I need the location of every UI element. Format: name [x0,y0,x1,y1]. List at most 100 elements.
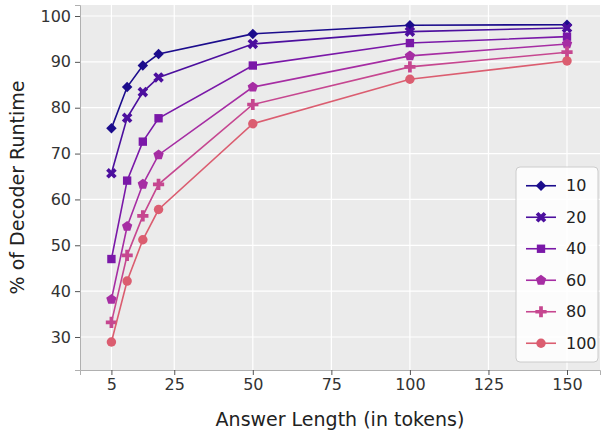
point [138,235,147,244]
series-line [111,61,567,342]
tick: 5 [107,370,117,394]
grid-line-y [80,107,600,108]
tick: 60 [51,190,80,209]
y-axis-title: % of Decoder Runtime [6,81,28,295]
legend-label: 20 [566,208,586,227]
plot-background [80,5,600,370]
tick-mark [567,370,568,375]
tick-label: 90 [51,52,71,71]
legend-entry: 80 [526,302,586,321]
series-line [111,44,567,299]
tick: 40 [51,282,80,301]
point [405,75,414,84]
plot-area [103,19,574,346]
tick-label: 100 [395,375,426,394]
point [122,221,132,231]
point [122,82,132,92]
tick-mark [75,199,80,200]
point [248,29,258,39]
tick-mark [174,370,175,375]
legend-marker [533,209,549,225]
tick-label: 30 [51,328,71,347]
point [402,24,418,40]
series-line [111,52,567,322]
series [106,39,572,304]
point [123,176,131,184]
tick-label: 5 [107,375,117,394]
point [153,49,163,59]
x-axis: 5 25 50 75 100 125 150 [81,370,601,394]
series [103,20,574,181]
tick-label: 80 [51,98,71,117]
x-axis-title: Answer Length (in tokens) [216,408,465,430]
tick: 150 [552,370,583,394]
grid-line-x [174,5,175,370]
tick: 100 [395,370,426,394]
grid-line-x [252,5,253,370]
legend-marker [536,181,546,191]
tick: 90 [51,52,80,71]
point [562,56,571,65]
tick-label: 150 [552,375,583,394]
grid-line-x [111,5,112,370]
series [107,56,572,347]
point [245,36,261,52]
tick-label: 50 [243,375,263,394]
point [119,110,135,126]
point [248,119,257,128]
y-axis: 30405060708090100 [40,6,80,371]
tick-label: 125 [474,375,505,394]
point [404,61,415,72]
point [138,179,148,189]
point [122,276,131,285]
tick-label: 75 [322,375,342,394]
grid-line-y [80,61,600,62]
point [406,39,414,47]
grid-line-y [80,15,600,16]
tick: 80 [51,98,80,117]
axis-line [75,6,81,371]
legend-label: 10 [566,176,586,195]
tick-mark [253,370,254,375]
legend-marker [536,339,545,348]
tick: 25 [165,370,185,394]
tick: 70 [51,144,80,163]
chart: 5 25 50 75 100 125 150 30 40 50 60 70 80 90 100 Answer … [0,0,604,434]
point [135,84,151,100]
series-line [111,25,567,129]
point [137,210,148,221]
point [107,337,116,346]
legend-entry: 20 [526,208,586,227]
tick-label: 40 [51,282,71,301]
tick-mark [75,245,80,246]
legend-marker [536,275,546,285]
tick-mark [331,370,332,375]
tick-label: 60 [51,190,71,209]
legend-label: 80 [566,302,586,321]
point [139,137,147,145]
series [106,47,573,328]
point [405,50,415,60]
tick: 75 [322,370,342,394]
axis-line [81,371,601,376]
point [107,255,115,263]
tick-mark [75,291,80,292]
tick-mark [488,370,489,375]
point [122,250,133,261]
legend-label: 100 [566,334,597,353]
legend-entry: 100 [526,334,597,353]
tick-mark [75,337,80,338]
tick-label: 50 [51,236,71,255]
point [248,82,258,92]
point [154,114,162,122]
legend-entry: 10 [526,176,586,195]
tick: 30 [51,328,80,347]
tick-mark [410,370,411,375]
tick-label: 25 [165,375,185,394]
point [106,294,116,304]
series [107,32,571,263]
tick-mark [75,108,80,109]
point [154,205,163,214]
point [138,60,148,70]
legend: 1020406080100 [516,167,598,362]
